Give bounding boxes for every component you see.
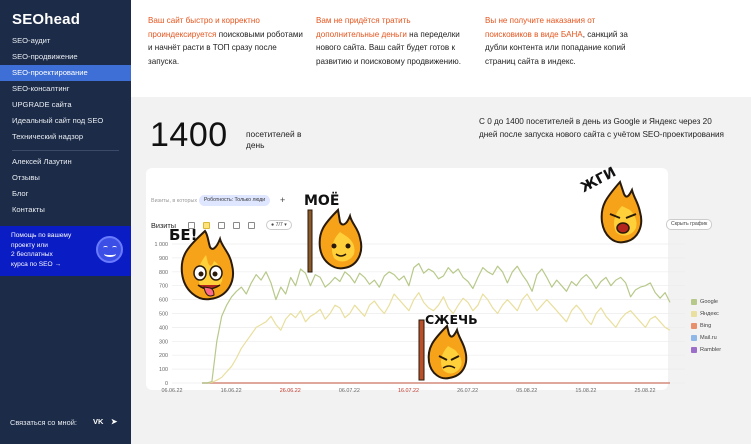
promo-banner[interactable]: Помощь по вашему проекту или 2 бесплатны… — [0, 226, 131, 276]
benefit-text: , санкций за дубли контента или попадани… — [485, 29, 628, 66]
benefit-text: поисковыми роботами и начнёт расти в ТОП… — [148, 29, 303, 66]
legend-item[interactable]: Яндекс — [691, 308, 721, 320]
sidebar-divider — [12, 150, 119, 151]
legend-item[interactable]: Bing — [691, 320, 721, 332]
x-tick-label: 16.06.22 — [221, 388, 242, 394]
legend-label: Rambler — [700, 347, 722, 353]
promo-line: 2 бесплатных — [11, 251, 53, 258]
legend-label: Google — [700, 299, 719, 305]
x-tick-label: 25.08.22 — [635, 388, 656, 394]
x-tick-label: 05.08.22 — [516, 388, 537, 394]
sidebar-item-seo-promotion[interactable]: SEO-продвижение — [12, 52, 78, 61]
filter-chip[interactable]: Роботность: Только люди — [199, 195, 271, 206]
sidebar-item-contacts[interactable]: Контакты — [12, 205, 45, 214]
y-tick-label: 100 — [159, 367, 168, 373]
add-filter-button[interactable]: + — [280, 195, 286, 205]
settings-icon[interactable] — [188, 222, 195, 229]
y-tick-label: 300 — [159, 339, 168, 345]
legend-item[interactable]: Google — [691, 296, 721, 308]
chart-legend: Google Яндекс Bing Mail.ru Rambler — [691, 296, 721, 356]
x-tick-label: 15.08.22 — [575, 388, 596, 394]
telegram-icon[interactable]: ➤ — [111, 417, 118, 426]
fire-sticker-zhgi — [600, 180, 643, 244]
sidebar: SEOhead SEO-аудит SEO-продвижение SEO-пр… — [0, 0, 131, 444]
logo[interactable]: SEOhead — [12, 11, 81, 28]
sidebar-nav-secondary: Алексей Лазутин Отзывы Блог Контакты — [0, 154, 131, 218]
stats-description: С 0 до 1400 посетителей в день из Google… — [479, 117, 724, 139]
legend-checkbox[interactable] — [691, 311, 697, 317]
table-icon[interactable] — [248, 222, 255, 229]
sidebar-item-seo-audit[interactable]: SEO-аудит — [12, 36, 51, 45]
y-tick-label: 1 000 — [155, 242, 169, 248]
x-tick-label: 26.07.22 — [457, 388, 478, 394]
legend-checkbox[interactable] — [691, 347, 697, 353]
bar-chart-icon[interactable] — [233, 222, 240, 229]
sidebar-item-tech-supervision[interactable]: Технический надзор — [12, 132, 84, 141]
legend-checkbox[interactable] — [691, 323, 697, 329]
benefit-no-extra-cost: Вам не придётся тратить дополнительные д… — [316, 14, 471, 68]
sidebar-item-ideal-site[interactable]: Идеальный сайт под SEO — [12, 116, 104, 125]
x-tick-label: 16.07.22 — [398, 388, 419, 394]
series-line-яндекс — [202, 292, 671, 384]
sidebar-item-seo-consulting[interactable]: SEO-консалтинг — [12, 84, 70, 93]
sidebar-item-blog[interactable]: Блог — [12, 189, 29, 198]
sidebar-item-upgrade[interactable]: UPGRADE сайта — [12, 100, 72, 109]
fire-sticker-szhech — [418, 319, 468, 381]
visitors-caption: посетителей в день — [246, 129, 302, 150]
y-tick-label: 700 — [159, 284, 168, 290]
sticker-text-szhech: СЖЕЧЬ — [425, 312, 478, 327]
legend-item[interactable]: Rambler — [691, 344, 721, 356]
benefit-highlight: Ваш сайт быстро и корректно проиндексиру… — [148, 16, 260, 39]
legend-label: Bing — [700, 323, 712, 329]
benefit-highlight: Вы не получите наказания от поисковиков … — [485, 16, 596, 39]
sidebar-item-author[interactable]: Алексей Лазутин — [12, 157, 72, 166]
chart-title: Визиты — [151, 221, 176, 230]
x-tick-label: 06.07.22 — [339, 388, 360, 394]
fire-sticker-moe — [307, 207, 363, 273]
legend-label: Яндекс — [700, 311, 719, 317]
x-tick-label: 26.06.22 — [280, 388, 301, 394]
series-line-google — [202, 262, 671, 384]
sidebar-item-reviews[interactable]: Отзывы — [12, 173, 40, 182]
legend-checkbox[interactable] — [691, 335, 697, 341]
legend-checkbox[interactable] — [691, 299, 697, 305]
promo-line: Помощь по вашему — [11, 232, 72, 239]
y-tick-label: 0 — [165, 381, 168, 387]
y-tick-label: 400 — [159, 325, 168, 331]
y-tick-label: 500 — [159, 312, 168, 318]
legend-label: Mail.ru — [700, 335, 717, 341]
contact-label: Связаться со мной: — [10, 418, 77, 427]
period-chip[interactable]: ● 7/7 ▾ — [266, 220, 292, 230]
benefit-text: на переделки нового сайта. Ваш сайт буде… — [316, 29, 461, 66]
y-tick-label: 200 — [159, 353, 168, 359]
fire-sticker-be — [180, 229, 234, 301]
area-chart-icon[interactable] — [218, 222, 225, 229]
promo-line: проекту или — [11, 241, 48, 249]
y-tick-label: 800 — [159, 270, 168, 276]
promo-text: Помощь по вашему проекту или 2 бесплатны… — [11, 231, 89, 269]
sidebar-item-seo-design[interactable]: SEO-проектирование — [0, 65, 131, 81]
filter-label: Визиты, в которых — [151, 198, 198, 204]
smiley-icon — [96, 236, 123, 263]
promo-line: курса по SEO → — [11, 260, 62, 268]
benefit-indexing: Ваш сайт быстро и корректно проиндексиру… — [148, 14, 303, 68]
sticker-text-moe: МОЁ — [304, 193, 340, 209]
line-chart-icon[interactable] — [203, 222, 210, 229]
benefit-no-ban: Вы не получите наказания от поисковиков … — [485, 14, 640, 68]
sidebar-nav: SEO-аудит SEO-продвижение SEO-проектиров… — [0, 33, 131, 145]
y-tick-label: 900 — [159, 256, 168, 262]
legend-item[interactable]: Mail.ru — [691, 332, 721, 344]
visitors-count: 1400 — [150, 116, 228, 154]
sticker-text-be: БЕ! — [169, 226, 198, 244]
x-tick-label: 06.06.22 — [162, 388, 183, 394]
hide-chart-button[interactable]: Скрыть график — [666, 219, 713, 230]
vk-icon[interactable]: VK — [93, 417, 104, 426]
y-tick-label: 600 — [159, 298, 168, 304]
benefit-highlight: Вам не придётся тратить дополнительные д… — [316, 16, 411, 39]
